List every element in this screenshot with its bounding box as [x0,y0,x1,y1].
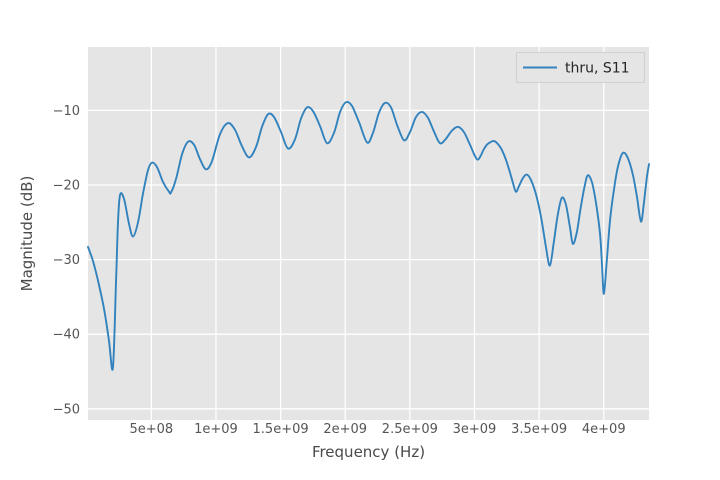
legend-label: thru, S11 [565,61,630,77]
s11-trace-line [87,100,650,371]
legend: thru, S11 [516,52,645,83]
y-tick-labels: −10 −20 −30 −40 −50 [53,104,80,417]
x-tick-label: 1e+09 [194,422,238,437]
x-tick-label: 2e+09 [323,422,367,437]
x-tick-label: 4e+09 [582,422,626,437]
y-tick-label: −10 [53,104,80,119]
x-tick-label: 2.5e+09 [382,422,438,437]
y-tick-label: −30 [53,253,80,268]
x-tick-label: 1.5e+09 [253,422,309,437]
grid-lines [88,47,649,420]
x-axis-label: Frequency (Hz) [312,443,425,461]
y-tick-label: −40 [53,328,80,343]
y-axis-label: Magnitude (dB) [18,176,36,292]
plot-area [88,47,649,420]
x-tick-label: 5e+08 [129,422,173,437]
x-tick-label: 3.5e+09 [511,422,567,437]
x-tick-labels: 5e+08 1e+09 1.5e+09 2e+09 2.5e+09 3e+09 3.5e+0… [129,422,625,437]
x-tick-label: 3e+09 [453,422,497,437]
y-tick-label: −50 [53,402,80,417]
y-tick-label: −20 [53,179,80,194]
